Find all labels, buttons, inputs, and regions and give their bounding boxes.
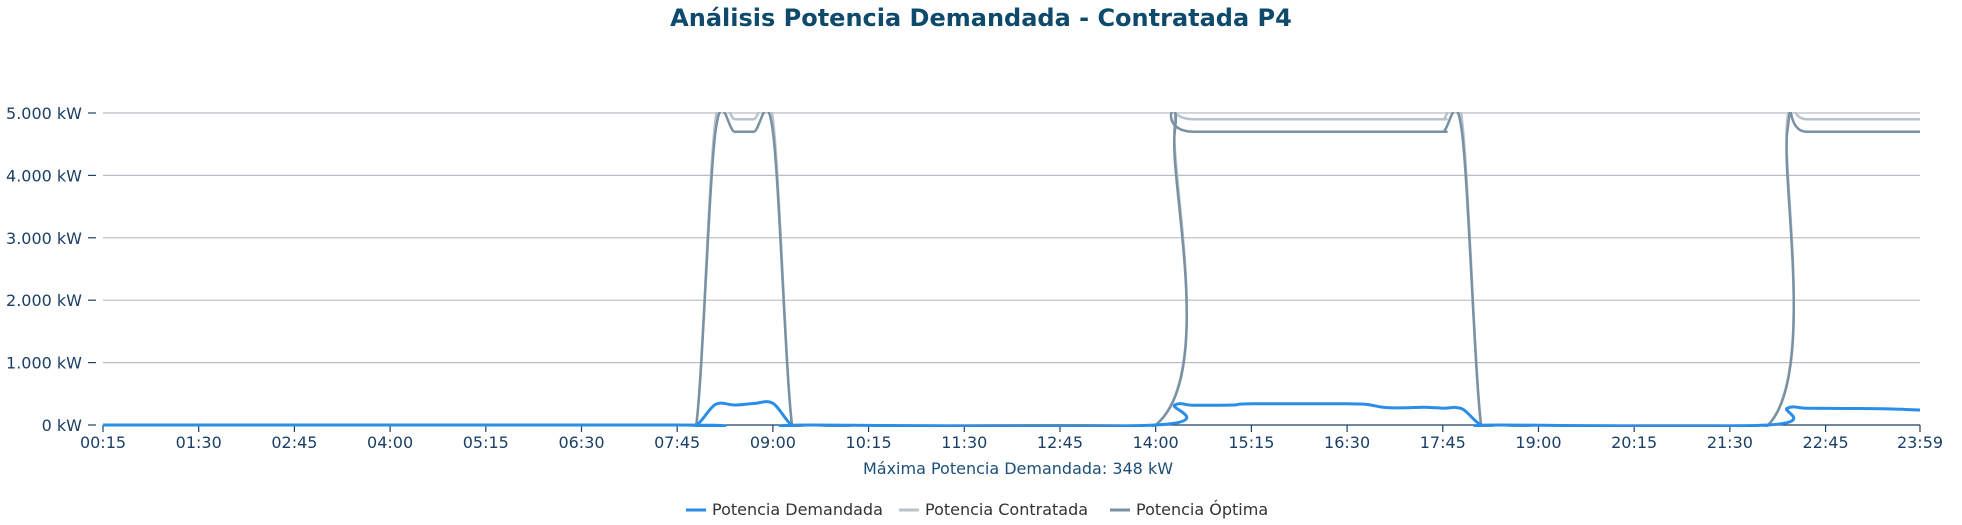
x-axis: 00:15 01:30 02:45 04:00 05:15 06:30 07:45 09:00… [80, 425, 1943, 452]
legend-label: Potencia Demandada [712, 500, 883, 519]
series-lines [102, 112, 1921, 427]
x-tick-label: 05:15 [463, 433, 509, 452]
x-tick-label: 12:45 [1037, 433, 1083, 452]
y-tick-label: 4.000 kW [6, 166, 82, 185]
x-tick-label: 11:30 [941, 433, 987, 452]
x-tick-label: 10:15 [846, 433, 892, 452]
x-tick-label: 15:15 [1228, 433, 1274, 452]
x-tick-label: 07:45 [654, 433, 700, 452]
x-tick-label: 20:15 [1611, 433, 1657, 452]
x-tick-label: 23:59 [1897, 433, 1943, 452]
chart-subtitle: Máxima Potencia Demandada: 348 kW [863, 459, 1173, 478]
x-tick-label: 04:00 [367, 433, 413, 452]
x-tick-label: 21:30 [1707, 433, 1753, 452]
legend-item-potencia-contratada[interactable]: Potencia Contratada [899, 500, 1088, 519]
series-line-potencia-demandada [102, 400, 1921, 427]
y-tick-label: 3.000 kW [6, 229, 82, 248]
y-tick-label: 1.000 kW [6, 354, 82, 373]
y-tick-label: 0 kW [42, 416, 83, 435]
y-tick-label: 2.000 kW [6, 291, 82, 310]
x-tick-label: 06:30 [558, 433, 604, 452]
x-tick-label: 01:30 [176, 433, 222, 452]
series-line-potencia-optima [102, 112, 1920, 427]
legend: Potencia Demandada Potencia Contratada Pot… [686, 500, 1268, 519]
y-axis: 0 kW 1.000 kW 2.000 kW 3.000 kW 4.000 kW 5.00… [6, 104, 96, 435]
x-tick-label: 19:00 [1515, 433, 1561, 452]
x-tick-label: 14:00 [1133, 433, 1179, 452]
legend-label: Potencia Óptima [1136, 500, 1268, 519]
x-tick-label: 17:45 [1420, 433, 1466, 452]
legend-label: Potencia Contratada [925, 500, 1088, 519]
legend-item-potencia-optima[interactable]: Potencia Óptima [1110, 500, 1268, 519]
x-tick-label: 09:00 [750, 433, 796, 452]
gridlines [103, 112, 1920, 364]
x-tick-label: 16:30 [1324, 433, 1370, 452]
x-tick-label: 02:45 [271, 433, 317, 452]
x-tick-label: 22:45 [1803, 433, 1849, 452]
chart-title: Análisis Potencia Demandada - Contratada… [670, 4, 1292, 32]
y-tick-label: 5.000 kW [6, 104, 82, 123]
series-line-potencia-contratada [102, 112, 1920, 427]
legend-item-potencia-demandada[interactable]: Potencia Demandada [686, 500, 883, 519]
x-tick-label: 00:15 [80, 433, 126, 452]
